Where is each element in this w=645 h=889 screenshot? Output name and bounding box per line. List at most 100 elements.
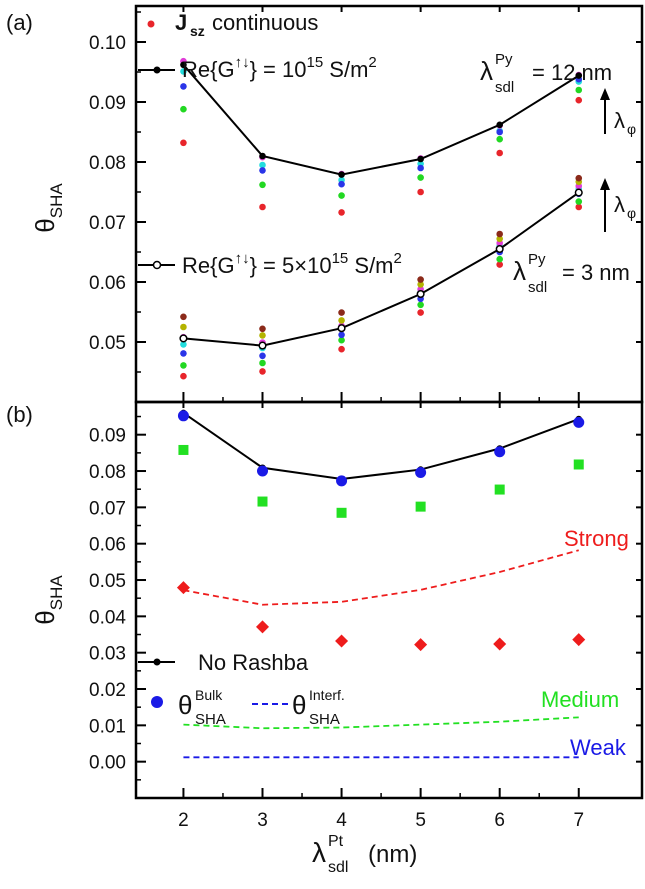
ytick-label-a-4: 0.09 [89, 93, 126, 114]
dot-a-g10-0 [180, 323, 187, 331]
ytick-label-b-5: 0.05 [89, 571, 126, 592]
line-a-0-point-0 [180, 61, 187, 69]
ytick-label-a-3: 0.08 [89, 153, 126, 174]
dot-a-g6-0 [180, 362, 187, 369]
series-no-rashba-line [182, 412, 580, 481]
svg-text:λ: λ [614, 192, 625, 217]
svg-text:sz: sz [190, 23, 205, 39]
line-a-0-point-3 [417, 155, 424, 163]
line-a-1-point-3 [416, 289, 425, 299]
ytick-label-b-0: 0.00 [89, 753, 126, 774]
y-axis-label-b: θSHA [30, 575, 66, 625]
line-a-0 [182, 64, 580, 176]
dot-a-g1-0 [180, 105, 187, 113]
dot-a-g3-0 [180, 83, 187, 90]
series-bulk-norashba-point-5 [573, 416, 585, 428]
panel-a-label: (a) [6, 10, 33, 35]
dot-a-g6-3 [417, 301, 424, 309]
ytick-label-b-9: 0.09 [89, 426, 126, 447]
series-bulk-medium-point-5 [573, 459, 584, 470]
ytick-label-a-5: 0.10 [89, 33, 126, 54]
series-bulk-norashba-point-3 [415, 466, 427, 478]
legend-line-filled: Re{G↑↓} = 1015 S/m2 [138, 54, 377, 82]
dot-a-g2-1 [259, 161, 266, 169]
dot-a-g11-4 [496, 230, 503, 238]
dot-a-g0-2 [338, 209, 345, 216]
dot-a-g3-2 [338, 180, 345, 188]
ytick-label-b-3: 0.03 [89, 644, 126, 665]
svg-text:SHA: SHA [195, 711, 226, 728]
series-bulk-norashba-point-2 [336, 475, 348, 487]
legend-line-open: Re{G↑↓} = 5×1015 S/m2 [138, 250, 402, 278]
ytick-label-b-4: 0.04 [89, 607, 126, 628]
dot-a-g0-0 [180, 139, 187, 147]
svg-text:sdl: sdl [495, 79, 514, 96]
svg-text:Py: Py [528, 251, 546, 268]
ytick-label-b-7: 0.07 [89, 498, 126, 519]
dot-a-g3-4 [496, 128, 503, 136]
svg-text:Pt: Pt [328, 833, 344, 850]
svg-text:sdl: sdl [328, 859, 348, 876]
dot-a-g11-2 [338, 309, 345, 316]
series-bulk-medium-point-1 [257, 496, 268, 507]
series-bulk-strong-point-2 [335, 634, 349, 648]
svg-text:No Rashba: No Rashba [198, 650, 309, 675]
dot-a-g6-1 [259, 359, 266, 367]
panel-b-frame [134, 400, 644, 800]
dot-a-g5-1 [259, 368, 266, 375]
panel-a-marks [179, 57, 583, 380]
dot-a-g1-2 [338, 192, 345, 199]
y-axis-label-a: θSHA [30, 183, 66, 233]
dot-a-g6-5 [575, 198, 583, 205]
xtick-label-5: 7 [573, 810, 584, 831]
ytick-label-b-1: 0.01 [89, 716, 126, 737]
series-bulk-strong-point-5 [572, 633, 586, 647]
dot-a-g5-3 [417, 309, 424, 316]
dot-a-g2-0 [180, 68, 187, 75]
series-bulk-strong-point-1 [256, 620, 269, 634]
dot-a-g3-3 [417, 164, 424, 172]
annot-lambda-py-3: λ Py sdl = 3 nm [513, 251, 630, 296]
x-axis-label: λ Pt sdl (nm) [312, 833, 417, 876]
line-a-1 [183, 191, 580, 347]
annot-lambda-phi-arrow-bottom: λ φ [600, 178, 636, 232]
svg-text:SHA: SHA [309, 711, 340, 728]
svg-text:Bulk: Bulk [195, 687, 223, 703]
svg-text:Interf.: Interf. [309, 687, 345, 703]
line-a-0-point-5 [575, 72, 583, 79]
dot-a-g5-5 [575, 203, 583, 211]
series-bulk-medium-point-3 [415, 501, 426, 512]
series-bulk-norashba-point-1 [257, 465, 268, 477]
series-5-dashed [183, 716, 579, 730]
svg-text:Re{G↑↓} = 5×1015 S/m2: Re{G↑↓} = 5×1015 S/m2 [182, 250, 402, 278]
panel-b-marks [176, 409, 586, 759]
annot-lambda-phi-arrow-top: λ φ [600, 88, 636, 137]
ytick-label-b-6: 0.06 [89, 535, 126, 556]
dot-a-g10-1 [259, 332, 266, 339]
dot-a-g11-5 [575, 174, 583, 182]
svg-text:φ: φ [627, 121, 636, 137]
label-strong: Strong [564, 526, 629, 551]
series-bulk-norashba-point-4 [494, 446, 506, 458]
ytick-label-b-2: 0.02 [89, 680, 126, 701]
dot-a-g5-4 [496, 261, 503, 268]
line-a-0-point-1 [259, 152, 266, 160]
svg-text:λ: λ [513, 256, 526, 286]
dot-a-g10-2 [338, 317, 345, 324]
svg-text:Py: Py [495, 51, 513, 68]
svg-text:θ: θ [178, 690, 192, 720]
line-a-0-point-4 [496, 121, 503, 129]
dot-a-g7-0 [180, 341, 187, 348]
legend-jsz: J sz continuous [147, 10, 318, 39]
annot-lambda-py-12: λ Py sdl = 12 nm [480, 51, 612, 96]
line-a-1-point-2 [337, 324, 346, 333]
dot-a-g6-4 [496, 255, 503, 263]
axes-ticks: 0.05 0.06 0.07 0.08 0.09 0.10 0.00 0.01 0.02 0.03… [89, 6, 642, 831]
series-bulk-medium-point-4 [494, 484, 505, 495]
dot-a-g8-0 [180, 350, 187, 357]
svg-text:= 3 nm: = 3 nm [562, 260, 630, 285]
xtick-label-3: 5 [415, 810, 426, 831]
line-a-1-point-5 [574, 188, 583, 197]
